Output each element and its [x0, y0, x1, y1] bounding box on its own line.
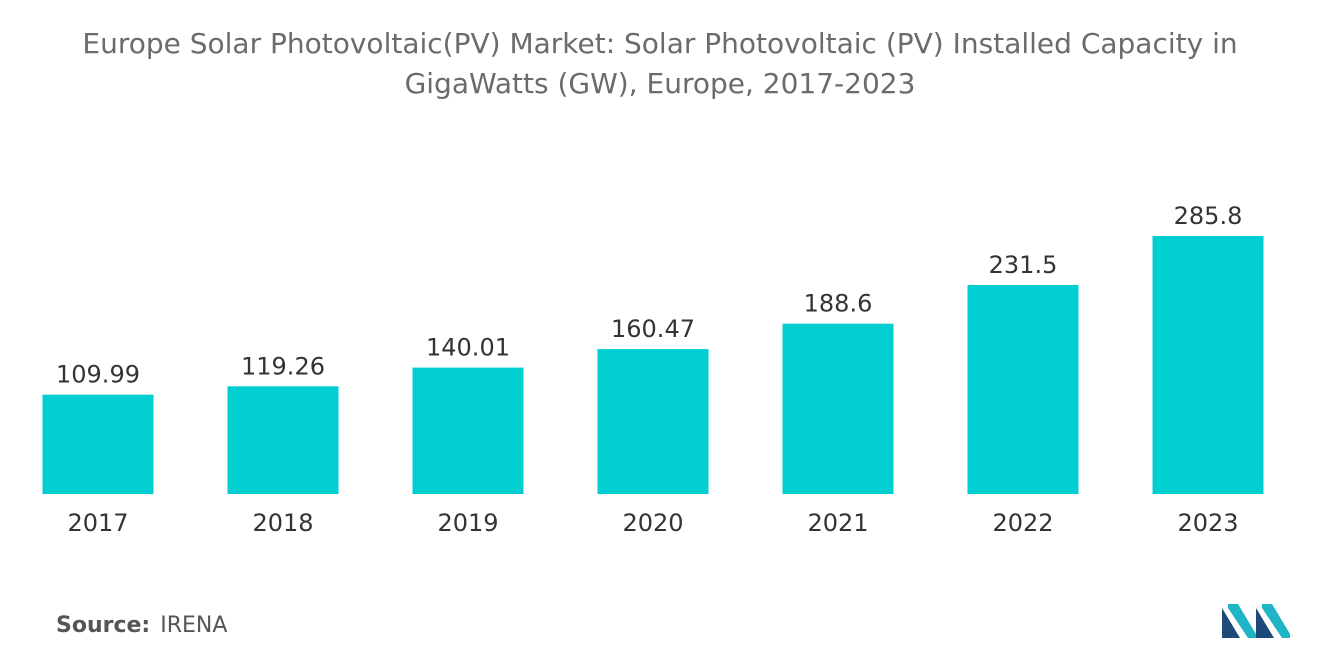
bar-value-label-2021: 188.6: [804, 290, 873, 318]
bar-value-label-2022: 231.5: [989, 251, 1058, 279]
bar-2021: [782, 323, 894, 494]
bar-2019: [412, 367, 524, 494]
value-labels-group: 109.99 119.26 140.01 160.47 188.6 231.5 285.8: [56, 202, 1242, 389]
chart-title-line-2: GigaWatts (GW), Europe, 2017-2023: [404, 67, 916, 100]
x-tick-label-2017: 2017: [67, 509, 128, 537]
x-tick-label-2021: 2021: [807, 509, 868, 537]
bar-value-label-2017: 109.99: [56, 361, 140, 389]
source-note: Source: IRENA: [56, 613, 227, 638]
bar-2023: [1152, 236, 1264, 494]
source-label: Source:: [56, 613, 151, 638]
x-tick-label-2018: 2018: [252, 509, 313, 537]
bar-value-label-2018: 119.26: [241, 352, 325, 380]
bars-group: [42, 236, 1264, 494]
source-value: IRENA: [160, 613, 228, 638]
bar-2022: [967, 285, 1079, 494]
x-tick-label-2022: 2022: [992, 509, 1053, 537]
x-tick-label-2020: 2020: [622, 509, 683, 537]
x-tick-label-2023: 2023: [1177, 509, 1238, 537]
bar-value-label-2023: 285.8: [1174, 202, 1243, 230]
bar-value-label-2020: 160.47: [611, 315, 695, 343]
chart-title: Europe Solar Photovoltaic(PV) Market: So…: [0, 24, 1320, 104]
bar-value-label-2019: 140.01: [426, 334, 510, 362]
chart-title-line-1: Europe Solar Photovoltaic(PV) Market: So…: [82, 27, 1238, 60]
bar-2020: [597, 349, 709, 494]
bar-2018: [227, 386, 339, 494]
x-axis-tick-labels: 2017 2018 2019 2020 2021 2022 2023: [67, 509, 1238, 537]
mordor-intelligence-logo-icon: [1222, 604, 1290, 638]
bar-2017: [42, 394, 154, 494]
x-tick-label-2019: 2019: [437, 509, 498, 537]
